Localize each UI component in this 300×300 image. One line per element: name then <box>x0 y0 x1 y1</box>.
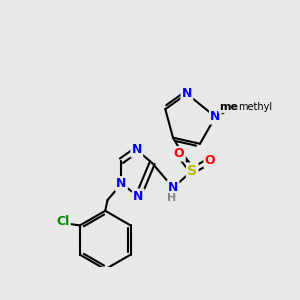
Text: N: N <box>210 110 220 123</box>
Text: N: N <box>116 177 127 190</box>
Text: methyl: methyl <box>219 102 262 112</box>
Text: Cl: Cl <box>56 215 70 228</box>
Text: S: S <box>187 164 197 178</box>
Text: O: O <box>205 154 215 167</box>
Text: N: N <box>182 87 192 100</box>
Text: methyl: methyl <box>238 102 273 112</box>
Text: O: O <box>174 147 184 160</box>
Text: N: N <box>168 181 178 194</box>
Text: N: N <box>133 190 143 203</box>
Text: N: N <box>132 143 142 157</box>
Text: H: H <box>167 194 176 203</box>
